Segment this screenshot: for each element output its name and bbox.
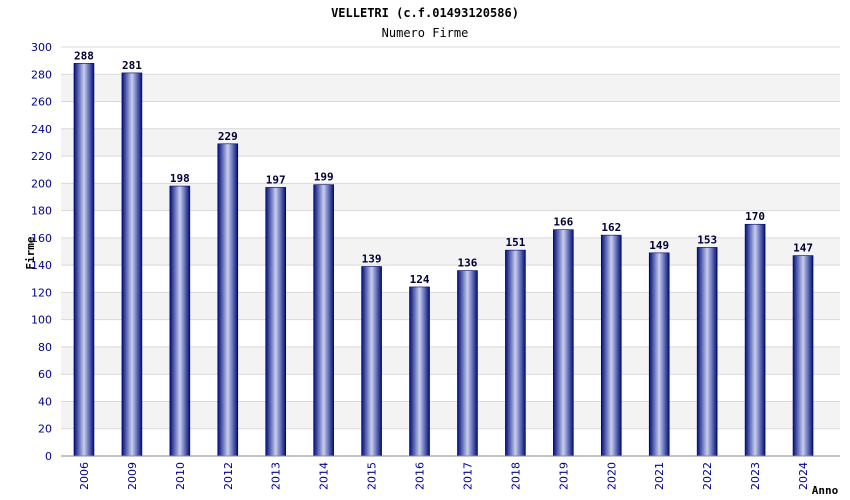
- data-label: 198: [170, 172, 190, 185]
- bar: [457, 270, 478, 457]
- data-label: 153: [697, 233, 717, 246]
- bar: [505, 249, 526, 457]
- y-tick-label: 0: [45, 450, 52, 463]
- y-tick-label: 120: [31, 286, 52, 299]
- data-label: 281: [122, 59, 142, 72]
- grid-band: [61, 74, 840, 102]
- y-tick-label: 240: [31, 123, 52, 136]
- bar: [217, 143, 239, 457]
- x-tick-label: 2009: [126, 462, 139, 490]
- x-tick-label: 2015: [366, 462, 379, 490]
- x-tick-label: 2018: [509, 462, 522, 490]
- grid-band: [61, 210, 840, 238]
- bar: [648, 252, 670, 457]
- x-tick-label: 2016: [414, 462, 427, 490]
- x-tick-label: 2020: [605, 462, 618, 490]
- x-tick-label: 2010: [174, 462, 187, 490]
- grid-band: [61, 183, 840, 211]
- data-label: 199: [314, 171, 334, 184]
- bar: [792, 255, 814, 457]
- data-label: 147: [793, 242, 813, 255]
- x-tick-label: 2023: [749, 462, 762, 490]
- y-tick-label: 180: [31, 205, 52, 218]
- data-label: 139: [362, 252, 382, 265]
- bar: [265, 187, 287, 457]
- chart-subtitle: Numero Firme: [382, 26, 469, 40]
- x-tick-label: 2013: [270, 462, 283, 490]
- y-tick-label: 260: [31, 96, 52, 109]
- y-tick-label: 80: [38, 341, 52, 354]
- y-tick-labels: 0 20 40 60 80 100 120 140 160 180 200 220 240 260 280 3…: [31, 41, 52, 463]
- x-tick-label: 2017: [461, 462, 474, 490]
- bar: [121, 72, 143, 457]
- bar: [600, 234, 622, 457]
- chart-title: VELLETRI (c.f.01493120586): [331, 6, 519, 20]
- x-axis-label: Anno: [812, 484, 839, 497]
- bar: [313, 184, 334, 457]
- y-tick-label: 60: [38, 368, 52, 381]
- data-label: 197: [266, 173, 286, 186]
- y-tick-label: 140: [31, 259, 52, 272]
- y-tick-label: 300: [31, 41, 52, 54]
- bar: [361, 266, 382, 457]
- x-tick-label: 2022: [701, 462, 714, 490]
- grid-band: [61, 128, 840, 157]
- x-tick-label: 2021: [653, 462, 666, 490]
- y-tick-label: 280: [31, 68, 52, 81]
- y-tick-label: 100: [31, 314, 52, 327]
- bar: [169, 185, 191, 457]
- data-label: 229: [218, 130, 238, 143]
- y-tick-label: 200: [31, 177, 52, 190]
- data-label: 136: [458, 257, 478, 270]
- data-label: 149: [649, 239, 669, 252]
- y-tick-label: 20: [38, 423, 52, 436]
- data-label: 166: [553, 216, 573, 229]
- x-tick-labels: 2006 2009 2010 2012 2013 2014 2015 2016 2017 2018…: [78, 462, 810, 490]
- x-tick-label: 2012: [222, 462, 235, 490]
- grid-band: [61, 47, 840, 75]
- bars: 288 281 198 229 197 199 139 124 136 151 166 162 149 1…: [73, 49, 814, 457]
- bar: [696, 247, 718, 457]
- x-tick-label: 2006: [78, 462, 91, 490]
- data-label: 124: [410, 273, 430, 286]
- grid-band: [61, 101, 840, 129]
- x-tick-label: 2014: [318, 462, 331, 490]
- y-axis-label: Firme: [24, 236, 37, 269]
- bar: [73, 63, 95, 457]
- bar: [553, 229, 574, 457]
- y-tick-label: 40: [38, 395, 52, 408]
- bar: [744, 223, 766, 457]
- y-tick-label: 220: [31, 150, 52, 163]
- x-tick-label: 2024: [797, 462, 810, 490]
- data-label: 170: [745, 210, 765, 223]
- grid-band: [61, 156, 840, 184]
- x-tick-label: 2019: [557, 462, 570, 490]
- data-label: 151: [505, 236, 525, 249]
- y-tick-label: 160: [31, 232, 52, 245]
- bar: [409, 286, 430, 457]
- data-label: 288: [74, 49, 94, 62]
- data-label: 162: [601, 221, 621, 234]
